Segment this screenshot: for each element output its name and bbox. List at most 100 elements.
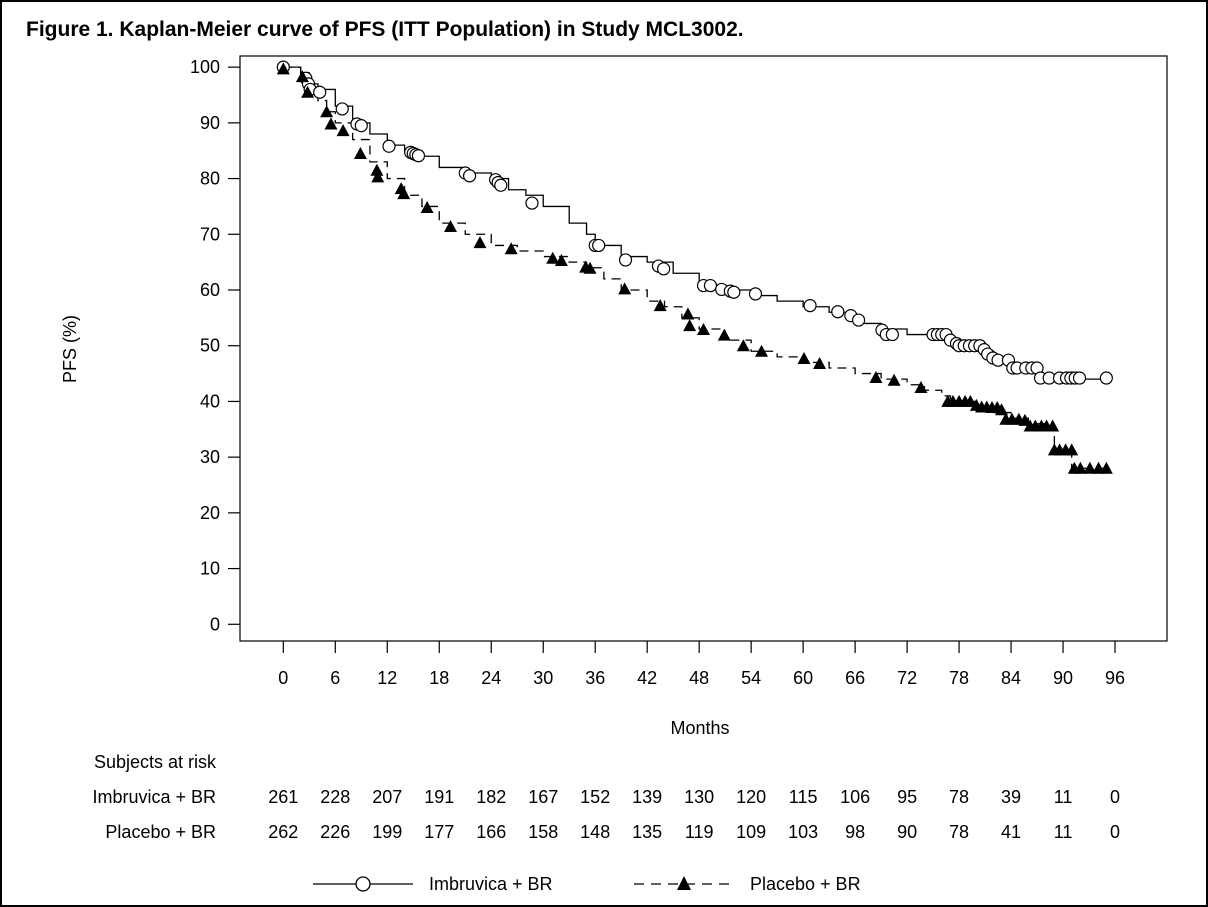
- x-tick-label-96: 96: [1105, 668, 1125, 688]
- placebo-censor-marker: [276, 62, 290, 75]
- placebo-at-risk-value: 226: [320, 822, 350, 842]
- imbruvica-at-risk-value: 11: [1054, 787, 1073, 807]
- imbruvica-at-risk-value: 182: [476, 787, 506, 807]
- imbruvica-at-risk-value: 152: [580, 787, 610, 807]
- placebo-censor-marker: [370, 163, 384, 176]
- legend: Imbruvica + BR Placebo + BR: [313, 874, 861, 894]
- at-risk-row-label-imbruvica: Imbruvica + BR: [92, 787, 216, 807]
- placebo-censor-marker: [1073, 461, 1087, 474]
- placebo-censor-marker: [1065, 443, 1079, 456]
- placebo-at-risk-value: 103: [788, 822, 818, 842]
- imbruvica-censor-marker: [354, 119, 368, 133]
- y-tick-label-30: 30: [200, 447, 220, 467]
- imbruvica-censor-marker: [462, 169, 477, 183]
- at-risk-row-label-placebo: Placebo + BR: [105, 822, 216, 842]
- y-tick-label-60: 60: [200, 280, 220, 300]
- imbruvica-censor-marker: [803, 299, 817, 313]
- placebo-censor-marker: [1099, 461, 1113, 474]
- imbruvica-at-risk-value: 167: [528, 787, 558, 807]
- placebo-censor-marker: [653, 299, 667, 312]
- placebo-censor-marker: [755, 344, 769, 357]
- placebo-at-risk-value: 0: [1110, 822, 1120, 842]
- placebo-censor-marker: [546, 251, 560, 264]
- x-tick-label-12: 12: [377, 668, 397, 688]
- placebo-censor-marker: [324, 117, 338, 130]
- placebo-censor-marker: [697, 323, 710, 336]
- placebo-at-risk-value: 199: [372, 822, 402, 842]
- imbruvica-censor-marker: [592, 238, 606, 253]
- imbruvica-censor-marker: [657, 262, 671, 276]
- placebo-at-risk-value: 166: [476, 822, 506, 842]
- imbruvica-at-risk-value: 207: [372, 787, 402, 807]
- imbruvica-at-risk-value: 139: [632, 787, 662, 807]
- placebo-censor-marker: [1046, 419, 1060, 432]
- placebo-at-risk-value: 148: [580, 822, 610, 842]
- x-tick-label-0: 0: [278, 668, 288, 688]
- placebo-censor-marker: [444, 219, 458, 232]
- placebo-censor-marker: [681, 307, 695, 320]
- x-tick-label-24: 24: [481, 668, 501, 688]
- y-tick-label-100: 100: [190, 57, 220, 77]
- imbruvica-censor-marker: [727, 285, 741, 299]
- placebo-censor-marker: [583, 261, 597, 274]
- placebo-at-risk-value: 90: [897, 822, 917, 842]
- plot-area: [239, 55, 1168, 642]
- placebo-at-risk-value: 135: [632, 822, 662, 842]
- placebo-at-risk-value: 119: [685, 822, 714, 842]
- imbruvica-censor-marker: [1099, 371, 1113, 385]
- placebo-censor-marker: [320, 105, 334, 118]
- imbruvica-censor-marker: [335, 102, 349, 116]
- placebo-at-risk-value: 98: [845, 822, 865, 842]
- imbruvica-at-risk-value: 0: [1110, 787, 1120, 807]
- imbruvica-at-risk-value: 78: [949, 787, 969, 807]
- legend-imbruvica-marker: [355, 876, 371, 892]
- imbruvica-censor-marker: [313, 85, 327, 99]
- placebo-censor-marker: [504, 242, 518, 255]
- y-axis-label: PFS (%): [60, 315, 80, 383]
- placebo-censor-marker: [887, 373, 901, 386]
- x-tick-label-66: 66: [845, 668, 865, 688]
- placebo-at-risk-value: 262: [268, 822, 298, 842]
- y-tick-label-80: 80: [200, 169, 220, 189]
- placebo-censor-marker: [869, 370, 883, 383]
- placebo-at-risk-value: 109: [736, 822, 766, 842]
- imbruvica-at-risk-value: 191: [424, 787, 454, 807]
- imbruvica-censor-marker: [703, 278, 718, 293]
- placebo-censor-marker: [397, 187, 411, 200]
- x-tick-label-30: 30: [533, 668, 553, 688]
- placebo-at-risk-value: 78: [949, 822, 969, 842]
- legend-placebo-marker: [677, 876, 691, 890]
- placebo-censor-marker: [736, 339, 750, 352]
- imbruvica-censor-marker: [382, 139, 396, 153]
- placebo-censor-marker: [420, 201, 434, 214]
- placebo-at-risk-value: 158: [528, 822, 558, 842]
- x-tick-label-42: 42: [637, 668, 657, 688]
- placebo-censor-marker: [717, 328, 731, 341]
- legend-imbruvica-label: Imbruvica + BR: [429, 874, 553, 894]
- placebo-censor-marker: [353, 147, 367, 159]
- at-risk-header: Subjects at risk: [94, 752, 217, 772]
- y-tick-label-0: 0: [210, 614, 220, 634]
- x-tick-label-18: 18: [429, 668, 449, 688]
- placebo-censor-marker: [1083, 461, 1097, 474]
- placebo-censor-marker: [797, 352, 811, 365]
- x-tick-label-84: 84: [1001, 668, 1021, 688]
- placebo-at-risk-value: 41: [1001, 822, 1021, 842]
- placebo-censor-marker: [914, 381, 928, 393]
- x-tick-label-60: 60: [793, 668, 813, 688]
- x-tick-label-78: 78: [949, 668, 969, 688]
- x-tick-label-48: 48: [689, 668, 709, 688]
- placebo-censor-marker: [554, 253, 568, 266]
- x-tick-label-36: 36: [585, 668, 605, 688]
- imbruvica-censor-marker: [885, 327, 899, 342]
- series-layer: [276, 60, 1113, 474]
- x-axis: 0 6 12 18 24 30 36 42 48 54 60 66 72 78 84 90 96: [278, 641, 1125, 688]
- chart-title: Figure 1. Kaplan-Meier curve of PFS (ITT…: [26, 18, 744, 41]
- imbruvica-at-risk-value: 228: [320, 787, 350, 807]
- placebo-at-risk-value: 11: [1054, 822, 1073, 842]
- legend-placebo-label: Placebo + BR: [750, 874, 861, 894]
- imbruvica-censor-marker: [618, 253, 633, 267]
- imbruvica-at-risk-value: 261: [268, 787, 298, 807]
